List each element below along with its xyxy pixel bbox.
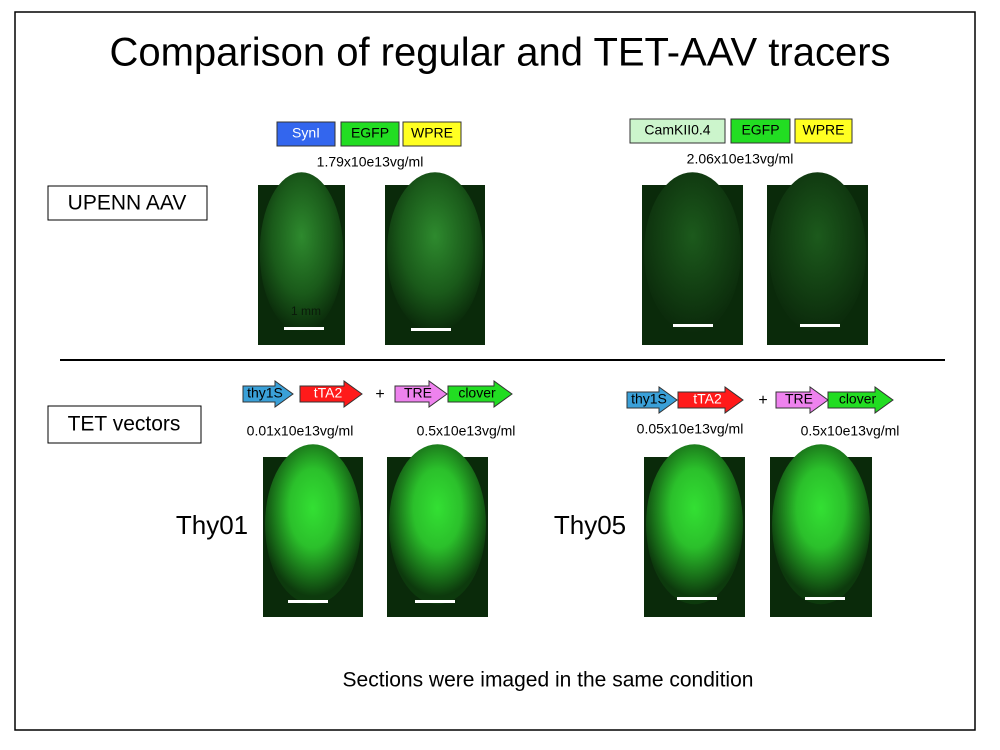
construct-label: SynI: [292, 125, 320, 141]
scale-bar: [677, 597, 717, 600]
vector-arrow: [242, 380, 294, 408]
upenn-box: [47, 185, 208, 221]
micrograph-signal: [772, 444, 870, 605]
vector-label: tTA2: [693, 391, 722, 407]
upenn-label: UPENN AAV: [68, 192, 187, 215]
construct-element: [794, 118, 853, 144]
vector-label: thy1S: [631, 391, 667, 407]
construct-element: [730, 118, 791, 144]
titer: 0.5x10e13vg/ml: [417, 423, 516, 439]
titer: 0.5x10e13vg/ml: [801, 423, 900, 439]
vector-label: clover: [839, 391, 877, 407]
micrograph-signal: [646, 444, 743, 605]
scale-bar: [288, 600, 328, 603]
titer: 1.79x10e13vg/ml: [317, 154, 424, 170]
scale-bar: [284, 327, 324, 330]
vector-label: clover: [458, 385, 496, 401]
scale-label: 1 mm: [291, 304, 321, 318]
construct-element: [276, 121, 336, 147]
vector-arrow: [394, 380, 448, 408]
micrograph-signal: [265, 444, 361, 605]
titer: 2.06x10e13vg/ml: [687, 151, 794, 167]
micrograph-signal: [769, 172, 866, 333]
vector-arrow: [827, 386, 894, 414]
group-name: Thy01: [176, 510, 248, 540]
construct-label: EGFP: [741, 122, 779, 138]
scale-bar: [673, 324, 713, 327]
micrograph-signal: [259, 172, 344, 333]
plus: +: [375, 386, 384, 403]
footer: Sections were imaged in the same conditi…: [343, 669, 754, 692]
title: Comparison of regular and TET-AAV tracer…: [109, 31, 890, 75]
slide-border: [14, 11, 976, 731]
vector-label: TRE: [404, 385, 432, 401]
vector-arrow: [626, 386, 678, 414]
micrograph-signal: [644, 172, 741, 333]
scale-bar: [415, 600, 455, 603]
construct-element: [629, 118, 726, 144]
titer: 0.05x10e13vg/ml: [637, 421, 744, 437]
construct-element: [340, 121, 400, 147]
vector-arrow: [677, 386, 744, 414]
titer: 0.01x10e13vg/ml: [247, 423, 354, 439]
vector-arrow: [299, 380, 363, 408]
vector-label: thy1S: [247, 385, 283, 401]
vector-arrow: [775, 386, 829, 414]
construct-label: WPRE: [411, 125, 453, 141]
scale-bar: [411, 328, 451, 331]
plus: +: [758, 392, 767, 409]
tet-label: TET vectors: [68, 413, 181, 436]
scale-bar: [800, 324, 840, 327]
micrograph-signal: [387, 172, 483, 333]
scale-bar: [805, 597, 845, 600]
group-name: Thy05: [554, 510, 626, 540]
vector-arrow: [447, 380, 513, 408]
construct-label: CamKII0.4: [644, 122, 710, 138]
vector-label: tTA2: [314, 385, 343, 401]
construct-label: EGFP: [351, 125, 389, 141]
construct-element: [402, 121, 462, 147]
vector-label: TRE: [785, 391, 813, 407]
construct-label: WPRE: [803, 122, 845, 138]
micrograph-signal: [389, 444, 486, 605]
tet-box: [47, 405, 202, 444]
